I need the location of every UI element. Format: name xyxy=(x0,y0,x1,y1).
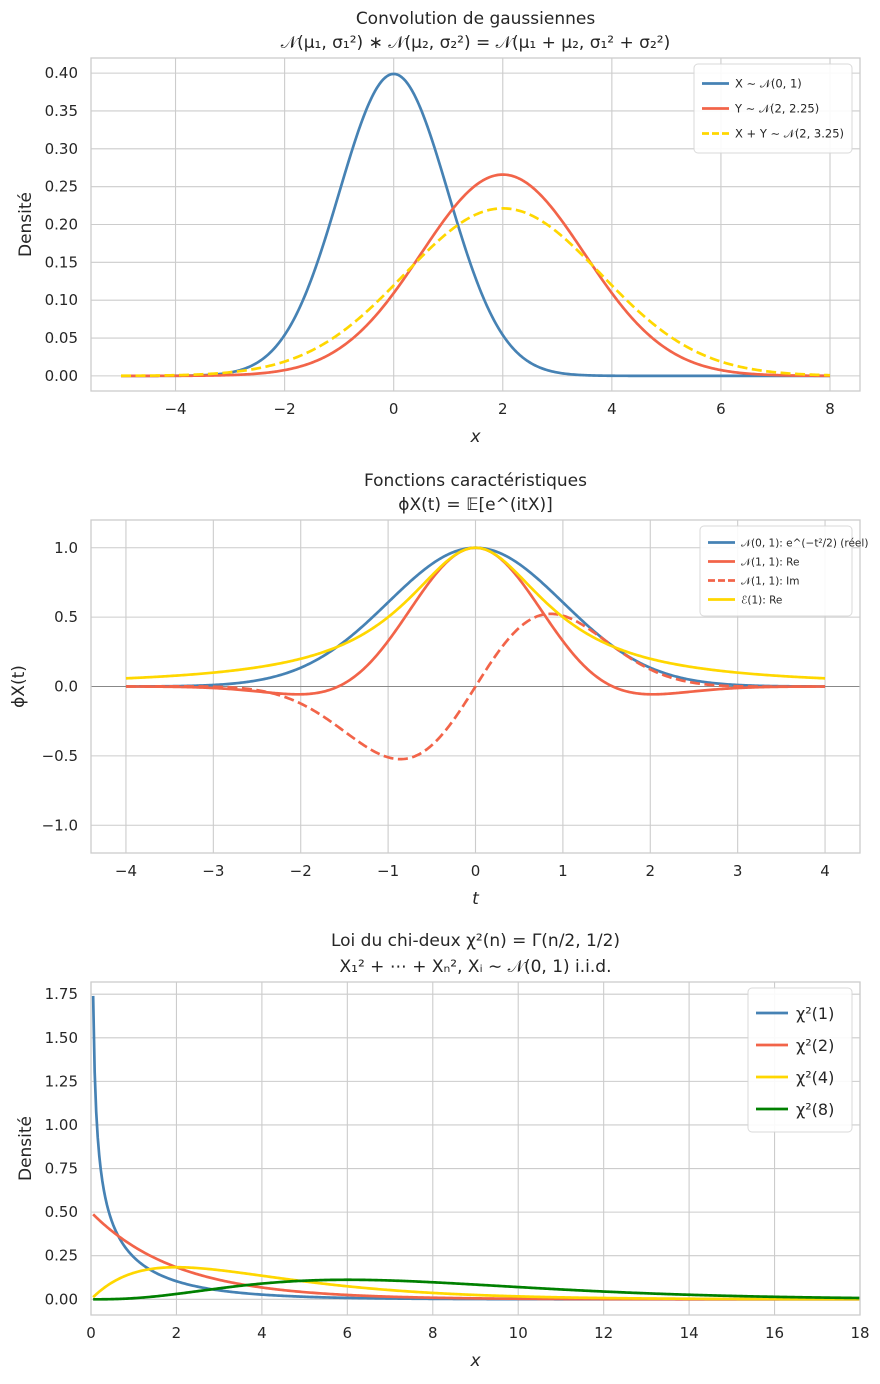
x-tick-label: −2 xyxy=(274,400,296,418)
y-tick-label: 1.50 xyxy=(45,1029,78,1047)
y-tick-label: 0.05 xyxy=(45,329,78,347)
x-tick-label: 0 xyxy=(389,400,399,418)
y-tick-label: 0.00 xyxy=(45,1290,78,1308)
chart-title: Loi du chi-deux χ²(n) = Γ(n/2, 1/2) xyxy=(331,931,620,951)
x-tick-label: −3 xyxy=(202,862,224,880)
chart-subtitle: 𝒩(μ₁, σ₁²) ∗ 𝒩(μ₂, σ₂²) = 𝒩(μ₁ + μ₂, σ₁²… xyxy=(281,33,670,53)
y-tick-label: 1.0 xyxy=(54,539,78,557)
x-tick-label: 12 xyxy=(594,1324,613,1342)
y-tick-label: 1.75 xyxy=(45,985,78,1003)
x-tick-label: 8 xyxy=(428,1324,438,1342)
chart-panel-2: Fonctions caractéristiques ϕX(t) = 𝔼[e^(i… xyxy=(9,471,868,909)
plot-frame xyxy=(90,981,861,1316)
x-tick-label: 2 xyxy=(645,862,655,880)
legend-label: χ²(8) xyxy=(796,1100,834,1119)
x-axis-label: t xyxy=(472,889,480,909)
series-line-3 xyxy=(121,207,831,378)
x-tick-label: 6 xyxy=(716,400,726,418)
x-tick-label: 16 xyxy=(765,1324,784,1342)
y-tick-label: −1.0 xyxy=(42,816,78,834)
y-tick-label: 0.5 xyxy=(54,608,78,626)
legend-box xyxy=(693,63,853,154)
y-tick-label: 0.40 xyxy=(45,64,78,82)
y-tick-label: 0.00 xyxy=(45,367,78,385)
x-tick-label: 10 xyxy=(509,1324,528,1342)
y-tick-label: 1.00 xyxy=(45,1116,78,1134)
x-tick-label: 8 xyxy=(825,400,835,418)
x-tick-label: 2 xyxy=(172,1324,182,1342)
y-tick-label: 0.25 xyxy=(45,1247,78,1265)
series-line-2 xyxy=(92,1213,860,1301)
x-tick-label: 4 xyxy=(257,1324,267,1342)
y-tick-label: 0.15 xyxy=(45,253,78,271)
legend-label: χ²(2) xyxy=(796,1036,834,1055)
legend-label: 𝒩(0, 1): e^(−t²/2) (réel) xyxy=(741,537,868,549)
x-tick-label: −4 xyxy=(164,400,186,418)
chart-title: Convolution de gaussiennes xyxy=(356,9,596,29)
x-axis-label: x xyxy=(469,427,481,447)
y-tick-label: 0.0 xyxy=(54,678,78,696)
legend-box xyxy=(747,987,853,1133)
y-axis-label: Densité xyxy=(16,1116,36,1181)
series-line-3 xyxy=(125,612,826,761)
legend-box xyxy=(699,525,853,617)
x-tick-label: −1 xyxy=(377,862,399,880)
y-tick-label: 1.25 xyxy=(45,1072,78,1090)
series-line-2 xyxy=(121,173,831,378)
x-tick-label: 18 xyxy=(850,1324,869,1342)
y-axis-label: ϕX(t) xyxy=(9,665,29,708)
x-tick-label: 4 xyxy=(820,862,830,880)
series-line-4 xyxy=(93,1278,860,1301)
x-tick-label: 0 xyxy=(86,1324,96,1342)
chart-subtitle: ϕX(t) = 𝔼[e^(itX)] xyxy=(398,495,553,515)
x-tick-label: 6 xyxy=(343,1324,353,1342)
chart-subtitle: X₁² + ⋯ + Xₙ², Xᵢ ∼ 𝒩(0, 1) i.i.d. xyxy=(340,957,612,977)
x-tick-label: 4 xyxy=(607,400,617,418)
series-line-3 xyxy=(92,1265,860,1301)
y-tick-label: 0.30 xyxy=(45,140,78,158)
chart-title: Fonctions caractéristiques xyxy=(364,471,587,491)
legend-label: ℰ(1): Re xyxy=(741,594,782,606)
plot-frame xyxy=(90,57,861,392)
x-tick-label: −2 xyxy=(290,862,312,880)
y-tick-label: −0.5 xyxy=(42,747,78,765)
x-tick-label: 14 xyxy=(680,1324,699,1342)
y-tick-label: 0.10 xyxy=(45,291,78,309)
x-tick-label: 3 xyxy=(733,862,743,880)
x-axis-label: x xyxy=(469,1351,481,1371)
chart-panel-1: Convolution de gaussiennes 𝒩(μ₁, σ₁²) ∗ 𝒩… xyxy=(16,9,861,447)
y-tick-label: 0.35 xyxy=(45,102,78,120)
x-tick-label: 2 xyxy=(498,400,508,418)
plot-frame xyxy=(90,519,861,854)
legend-label: X ∼ 𝒩(0, 1) xyxy=(735,77,802,91)
legend-label: Y ∼ 𝒩(2, 2.25) xyxy=(734,102,819,116)
legend-label: 𝒩(1, 1): Re xyxy=(741,556,799,568)
legend-label: χ²(1) xyxy=(796,1004,834,1023)
y-tick-label: 0.20 xyxy=(45,216,78,234)
x-tick-label: −4 xyxy=(115,862,137,880)
y-tick-label: 0.50 xyxy=(45,1203,78,1221)
series-line-1 xyxy=(91,995,860,1301)
chart-panel-3: Loi du chi-deux χ²(n) = Γ(n/2, 1/2) X₁² +… xyxy=(16,931,870,1371)
series-line-4 xyxy=(125,546,826,680)
legend-label: 𝒩(1, 1): Im xyxy=(741,575,800,587)
x-tick-label: 1 xyxy=(558,862,568,880)
y-tick-label: 0.75 xyxy=(45,1160,78,1178)
y-tick-label: 0.25 xyxy=(45,178,78,196)
y-axis-label: Densité xyxy=(16,192,36,257)
legend-label: X + Y ∼ 𝒩(2, 3.25) xyxy=(735,127,844,141)
x-tick-label: 0 xyxy=(471,862,481,880)
legend-label: χ²(4) xyxy=(796,1068,834,1087)
